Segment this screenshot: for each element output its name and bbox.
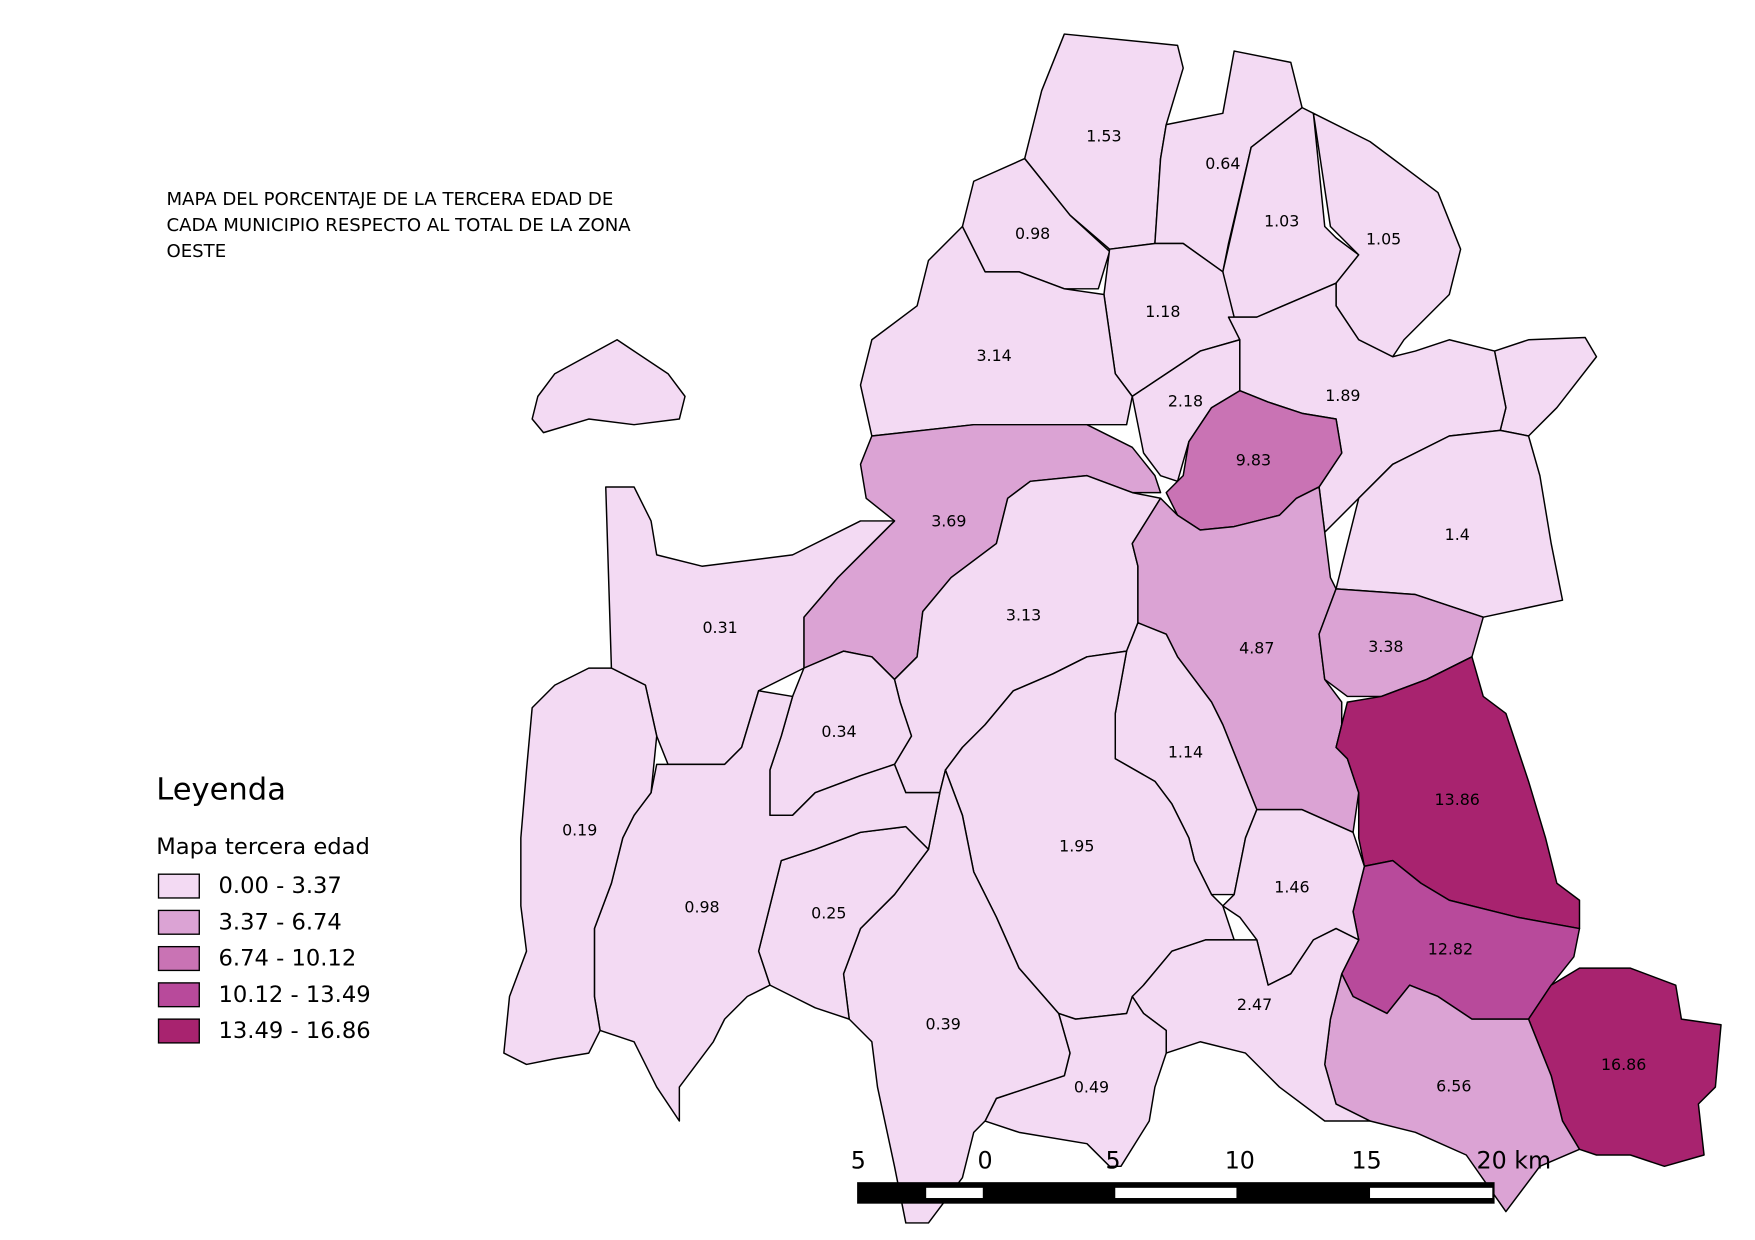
- municipality: [605, 486, 896, 766]
- region-label: 3.69: [931, 512, 966, 531]
- title-line: MAPA DEL PORCENTAJE DE LA TERCERA EDAD D…: [166, 189, 613, 210]
- region-label: 1.53: [1086, 127, 1121, 146]
- region-label: 1.05: [1366, 230, 1401, 249]
- region-label: 6.56: [1436, 1077, 1471, 1096]
- region-label: 1.95: [1059, 837, 1094, 856]
- scale-label: 20 km: [1476, 1147, 1551, 1175]
- region-label: 1.18: [1145, 302, 1180, 321]
- scale-bar-segment: [1115, 1187, 1237, 1199]
- legend-swatch: [157, 873, 200, 899]
- legend-label: 13.49 - 16.86: [219, 1018, 371, 1044]
- region-label: 0.98: [684, 898, 719, 917]
- region-label: 12.82: [1428, 940, 1473, 959]
- legend: 0.00 - 3.37 3.37 - 6.74 6.74 - 10.12 10.12 …: [157, 873, 371, 1044]
- legend-swatch: [157, 1018, 200, 1044]
- region-label: 1.14: [1168, 743, 1203, 762]
- region-label: 2.18: [1168, 392, 1203, 411]
- scale-bar-segment: [926, 1187, 983, 1199]
- legend-swatch: [157, 909, 200, 935]
- scale-bar: 5 0 5 10 15 20 km: [851, 1147, 1551, 1204]
- region-label: 1.89: [1325, 386, 1360, 405]
- legend-label: 10.12 - 13.49: [219, 982, 371, 1008]
- legend-swatch: [157, 982, 200, 1008]
- island: [531, 339, 686, 434]
- legend-label: 3.37 - 6.74: [219, 909, 342, 935]
- region-label: 1.4: [1445, 525, 1470, 544]
- region-label: 9.83: [1236, 450, 1271, 469]
- region-label: 0.98: [1015, 224, 1050, 243]
- ne-fragment: [1493, 336, 1598, 437]
- region-label: 0.34: [821, 722, 856, 741]
- scale-label: 15: [1352, 1147, 1382, 1175]
- title-line: CADA MUNICIPIO RESPECTO AL TOTAL DE LA Z…: [166, 215, 631, 236]
- region-label: 0.64: [1205, 154, 1240, 173]
- scale-label: 10: [1225, 1147, 1255, 1175]
- region-label: 3.13: [1006, 606, 1041, 625]
- legend-swatch: [157, 945, 200, 972]
- region-label: 0.39: [926, 1014, 961, 1033]
- municipality: [503, 667, 658, 1066]
- legend-label: 6.74 - 10.12: [219, 946, 357, 972]
- region-label: 1.03: [1264, 212, 1299, 231]
- region-label: 0.19: [562, 821, 597, 840]
- region-label: 3.38: [1368, 637, 1403, 656]
- region-label: 0.25: [811, 903, 846, 922]
- region-label: 3.14: [976, 346, 1011, 365]
- municipality: [1335, 429, 1564, 618]
- region-label: 0.31: [702, 618, 737, 637]
- scale-label: 5: [851, 1147, 866, 1175]
- legend-title: Leyenda: [156, 772, 286, 807]
- legend-label: 0.00 - 3.37: [219, 873, 342, 899]
- scale-label: 0: [978, 1147, 993, 1175]
- legend-subtitle: Mapa tercera edad: [156, 834, 370, 860]
- region-label: 0.49: [1074, 1078, 1109, 1097]
- municipalities: [503, 33, 1722, 1224]
- region-label: 2.47: [1237, 995, 1272, 1014]
- scale-bar-segment: [1370, 1187, 1493, 1199]
- region-labels: 1.53 0.64 0.98 1.03 1.05 1.18 3.14 2.18 1.89 9.83…: [562, 127, 1646, 1097]
- region-label: 4.87: [1239, 638, 1274, 657]
- title-line: OESTE: [166, 241, 226, 262]
- region-label: 1.46: [1274, 877, 1309, 896]
- region-label: 13.86: [1435, 790, 1480, 809]
- scale-label: 5: [1105, 1147, 1120, 1175]
- region-label: 16.86: [1601, 1055, 1646, 1074]
